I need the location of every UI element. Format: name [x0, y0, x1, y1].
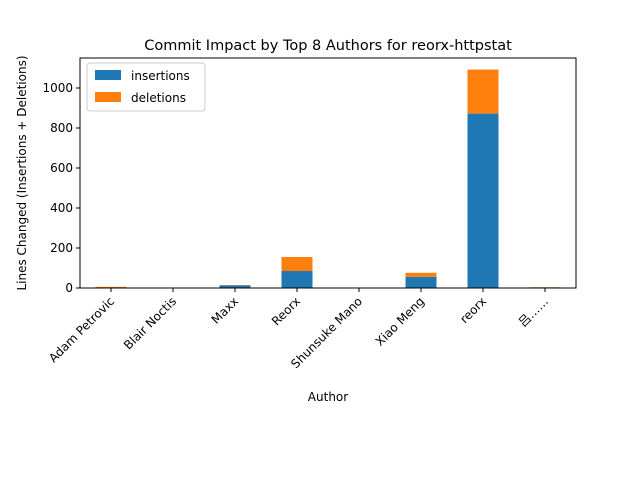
x-axis-label: Author — [308, 390, 348, 404]
y-tick-label-3: 600 — [50, 161, 73, 175]
y-tick-label-1: 200 — [50, 241, 73, 255]
bars-layer — [95, 69, 561, 288]
y-axis: 0 200 400 600 800 1000 — [42, 81, 80, 295]
bar-insertions-5 — [405, 276, 437, 288]
bar-deletions-5 — [405, 272, 437, 277]
bar-deletions-6 — [467, 69, 499, 114]
legend-swatch-deletions — [95, 92, 121, 102]
bar-insertions-6 — [467, 113, 499, 288]
y-tick-label-5: 1000 — [42, 81, 73, 95]
y-axis-label: Lines Changed (Insertions + Deletions) — [15, 55, 29, 290]
bar-deletions-0 — [95, 286, 127, 288]
y-tick-label-0: 0 — [65, 281, 73, 295]
chart-title: Commit Impact by Top 8 Authors for reorx… — [144, 38, 512, 54]
y-tick-label-4: 800 — [50, 121, 73, 135]
bar-insertions-2 — [219, 285, 251, 288]
bar-deletions-3 — [281, 257, 313, 271]
legend-swatch-insertions — [95, 70, 121, 80]
bar-insertions-3 — [281, 271, 313, 288]
plot-area-frame — [79, 57, 577, 289]
legend: insertions deletions — [86, 62, 206, 112]
legend-label-deletions: deletions — [131, 91, 186, 105]
legend-label-insertions: insertions — [131, 69, 190, 83]
y-tick-label-2: 400 — [50, 201, 73, 215]
